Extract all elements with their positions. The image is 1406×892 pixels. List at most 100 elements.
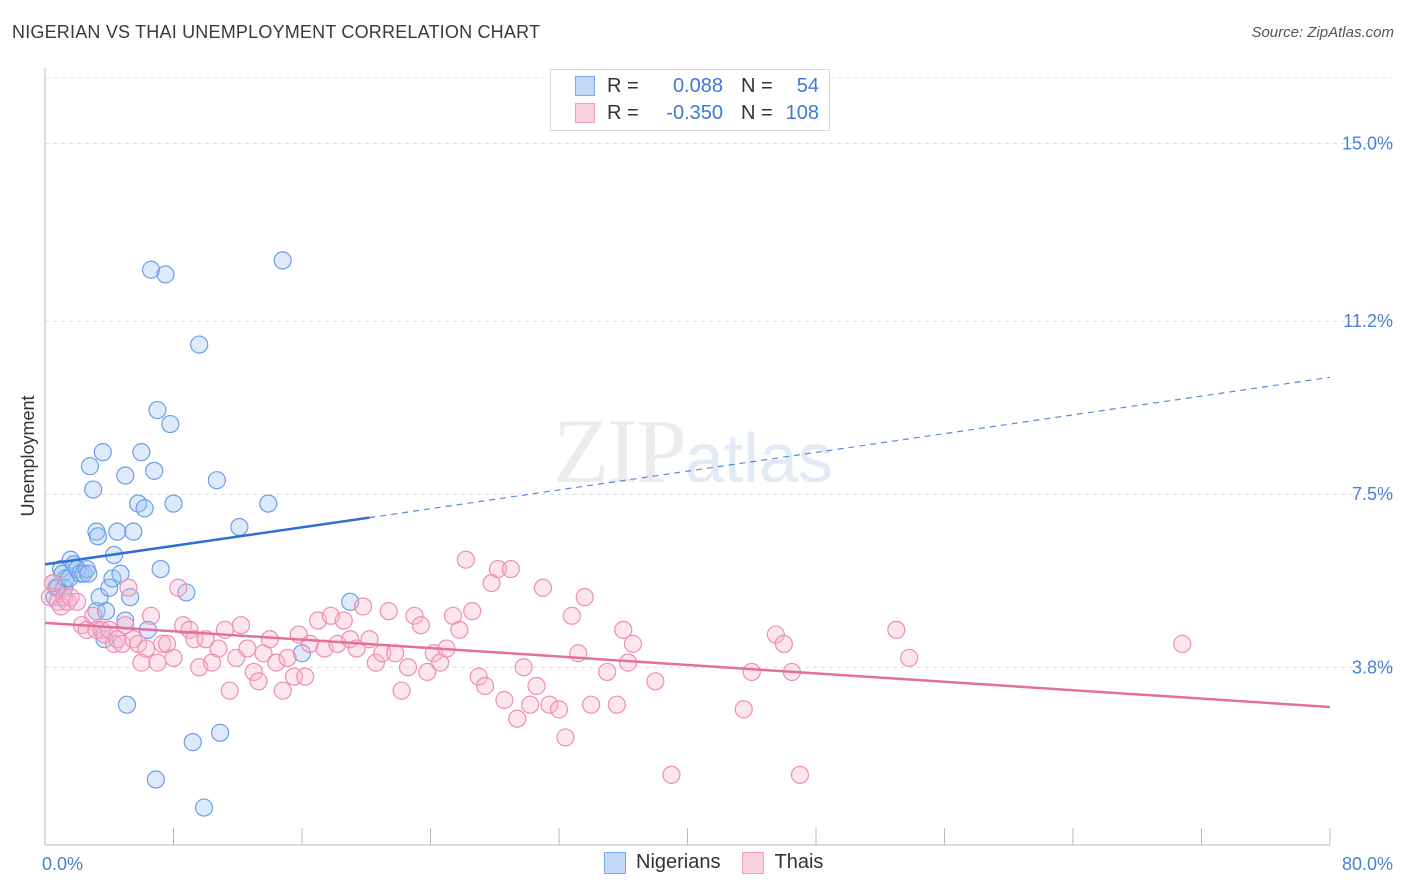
thai-point [900,648,919,668]
nigerian-point [210,723,230,742]
nigerian-point [164,494,183,513]
chart-title: NIGERIAN VS THAI UNEMPLOYMENT CORRELATIO… [12,22,541,42]
nigerian-point [273,251,292,270]
y-tick-label: 3.8% [1352,657,1393,677]
thai-point [734,700,753,719]
thai-point [469,667,488,686]
thai-point [379,602,398,621]
thai-point [84,606,103,625]
series-swatch-thais [742,851,765,874]
thai-point [540,695,559,714]
series-label-nigerians: Nigerians [636,851,721,873]
nigerian-point [230,517,249,537]
nigerian-point [146,770,165,789]
thai-point [623,634,642,653]
nigerian-point [141,260,161,279]
legend-n-value: 108 [785,101,819,124]
nigerian-point [116,466,135,485]
thai-point [153,634,172,653]
watermark: ZIPatlas [553,398,833,504]
series-legend: Nigerians Thais [604,851,845,874]
thai-point [169,578,188,597]
nigerian-point [132,443,151,462]
legend-n-value: 54 [796,74,819,97]
thai-point [296,667,315,686]
series-label-thais: Thais [774,851,824,873]
thai-point [148,653,167,672]
thai-point [244,662,263,682]
x-tick-label: 0.0% [42,854,83,874]
nigerian-point [194,798,214,817]
thai-point [405,606,424,625]
thai-point [137,639,156,658]
thai-point [180,620,199,639]
thai-point [164,648,183,668]
thai-point [450,620,469,639]
thai-point [334,611,353,630]
thai-point [273,681,292,700]
nigerian-point [111,564,130,583]
series-legend-nigerians: Nigerians [604,851,720,874]
thai-point [1173,634,1192,653]
thai-point [231,616,251,635]
nigerian-point [156,265,175,284]
thai-point [418,662,437,682]
nigerian-point [108,522,127,541]
nigerian-point [124,522,143,541]
thai-point [196,630,215,649]
nigerian-point [207,471,226,490]
thai-point [392,681,411,700]
nigerian-point [88,527,108,546]
nigerian-point [183,733,202,752]
thai-point [366,653,385,672]
thai-point [533,578,553,597]
thai-point [549,700,569,719]
thai-point [514,658,533,677]
thai-point [476,676,495,696]
thai-point [508,709,527,728]
thai-point [68,592,87,611]
thai-point [119,578,138,597]
thai-point [575,588,594,607]
thai-point [488,559,508,579]
nigerian-point [151,559,170,579]
thai-point [887,620,906,639]
thai-point [238,639,257,658]
thai-point [278,648,297,668]
nigerian-point [161,414,180,434]
nigerian-trendline-projection [369,376,1331,519]
thai-point [646,672,665,691]
legend-r-value: 0.088 [672,74,723,97]
legend-n-label: N = [741,74,773,97]
y-tick-label: 15.0% [1342,133,1393,153]
thai-point [774,634,793,653]
thai-point [456,550,475,569]
legend-swatch-thais [575,103,595,123]
nigerian-point [259,494,278,513]
thai-point [132,653,151,672]
nigerian-point [148,400,167,420]
y-axis-label: Unemployment [18,395,38,516]
x-tick-label: 80.0% [1342,854,1393,874]
thai-point [43,573,63,593]
thai-point [249,672,268,691]
y-tick-label: 7.5% [1352,484,1393,504]
thai-point [501,559,520,579]
watermark-zip: ZIP [553,400,687,502]
nigerian-point [93,443,112,462]
thai-point [562,606,581,625]
legend-n-label: N = [741,101,773,124]
nigerian-point [79,564,98,583]
thai-point [411,616,430,635]
thai-point [209,639,228,658]
thai-point [141,606,161,625]
thai-point [353,597,373,616]
thai-point [598,662,617,682]
nigerian-point [80,457,100,476]
thai-point [556,728,575,747]
thai-point [742,662,761,682]
nigerian-point [121,588,140,607]
watermark-atlas: atlas [685,419,833,497]
thai-point [614,620,633,639]
nigerian-point [190,335,209,354]
